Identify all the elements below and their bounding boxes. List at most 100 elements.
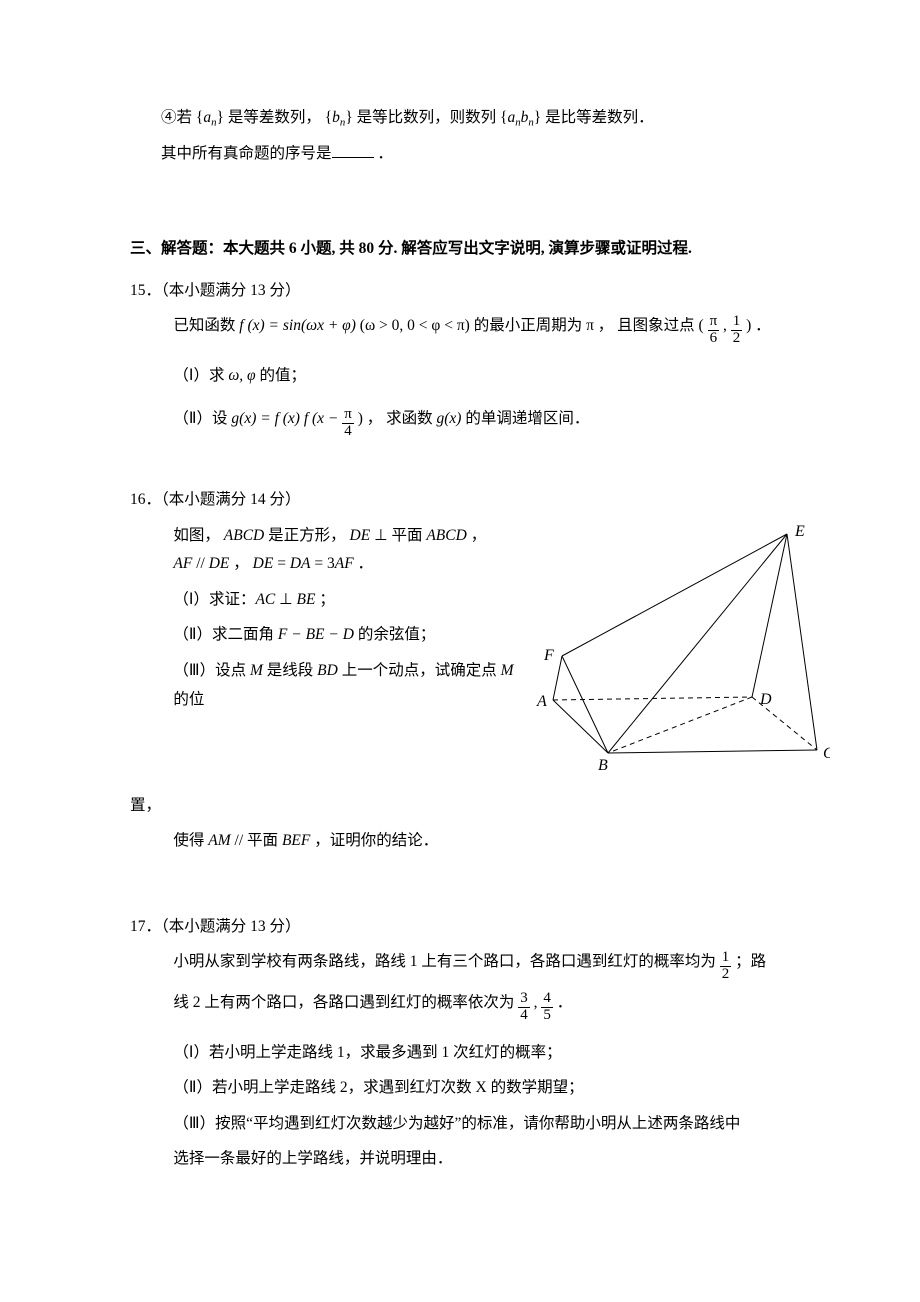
- text: } 是比等差数列．: [534, 109, 654, 126]
- fraction-1-over-2: 12: [731, 314, 743, 347]
- text: 是正方形，: [264, 527, 349, 544]
- fraction-pi-over-6: π6: [708, 314, 720, 347]
- var-a: a: [203, 109, 211, 126]
- parallel: //: [192, 555, 208, 572]
- q16-part1: （Ⅰ）求证：AC ⊥ BE ；: [130, 582, 522, 617]
- q16-zhi: 置，: [130, 788, 830, 823]
- q15-header: 15．（本小题满分 13 分）: [130, 273, 830, 308]
- math-M: M: [250, 662, 263, 679]
- edge-F-B: [562, 656, 608, 753]
- text: （Ⅱ）设: [173, 410, 231, 427]
- q17-line2: 线 2 上有两个路口，各路口遇到红灯的概率依次为 34 , 45 ．: [130, 985, 830, 1026]
- q17-header: 17．（本小题满分 13 分）: [130, 909, 830, 944]
- comma: ,: [534, 994, 542, 1011]
- q16-part2: （Ⅱ）求二面角 F − BE − D 的余弦值；: [130, 617, 522, 652]
- fraction-4-over-5: 45: [541, 991, 553, 1024]
- q17-part3a: （Ⅲ）按照“平均遇到红灯次数越少为越好”的标准，请你帮助小明从上述两条路线中: [130, 1106, 830, 1141]
- math-dihedral: F − BE − D: [278, 626, 354, 643]
- q16-line2: AF // DE ， DE = DA = 3AF ．: [130, 549, 522, 581]
- text: 的单调递增区间．: [461, 410, 589, 427]
- edge-A-B: [553, 700, 608, 753]
- text: （Ⅱ）求二面角: [173, 626, 278, 643]
- fraction-1-over-2: 12: [720, 950, 732, 983]
- vertex-label-E: E: [794, 523, 805, 540]
- math-AM: AM: [208, 832, 230, 849]
- vertex-label-A: A: [536, 693, 547, 710]
- edge-B-C: [608, 750, 817, 753]
- denominator: 2: [731, 330, 743, 347]
- q17-part2: （Ⅱ）若小明上学走路线 2，求遇到红灯次数 X 的数学期望；: [130, 1070, 830, 1105]
- parallel: //: [231, 832, 247, 849]
- text: 其中所有真命题的序号是: [161, 145, 332, 162]
- page: ④若 {an} 是等差数列， {bn} 是等比数列，则数列 {anbn} 是比等…: [0, 0, 920, 1277]
- denominator: 5: [541, 1007, 553, 1024]
- math-gx: g(x) = f (x) f (x −: [231, 410, 342, 427]
- denominator: 4: [518, 1007, 530, 1024]
- math-DE: DE: [253, 555, 274, 572]
- denominator: 6: [708, 330, 720, 347]
- text: } 是等比数列，则数列 {: [345, 109, 507, 126]
- q15-part1: （Ⅰ）求 ω, φ 的值；: [130, 358, 830, 393]
- vertex-label-F: F: [543, 647, 554, 664]
- text: ) ．: [746, 317, 771, 334]
- text: 线 2 上有两个路口，各路口遇到红灯的概率依次为: [173, 994, 518, 1011]
- text: 的位: [173, 691, 204, 708]
- math-DE: DE: [209, 555, 230, 572]
- period: ．: [374, 145, 393, 162]
- numerator: 1: [720, 950, 732, 966]
- text: 的最小正周期为 π ， 且图象过点 (: [474, 317, 704, 334]
- text: } 是等差数列， {: [217, 109, 333, 126]
- section-3-title: 三、解答题：本大题共 6 小题, 共 80 分. 解答应写出文字说明, 演算步骤…: [130, 231, 830, 266]
- text: 平面: [391, 527, 426, 544]
- eq: =: [273, 555, 290, 572]
- text: ) ， 求函数: [358, 410, 437, 427]
- text: ；: [315, 591, 334, 608]
- fraction-pi-over-4: π4: [342, 407, 354, 440]
- denominator: 4: [342, 423, 354, 440]
- text: 小明从家到学校有两条路线，路线 1 上有三个路口，各路口遇到红灯的概率均为: [173, 953, 719, 970]
- numerator: 3: [518, 991, 530, 1007]
- edge-F-E: [562, 534, 787, 656]
- text: 的值；: [256, 367, 306, 384]
- fill-blank[interactable]: [332, 141, 374, 158]
- math-M: M: [501, 662, 514, 679]
- true-propositions: 其中所有真命题的序号是 ．: [130, 136, 830, 171]
- geometry-figure: EFADBC: [530, 518, 830, 788]
- math-BD: BD: [317, 662, 338, 679]
- numerator: π: [708, 314, 720, 330]
- math-DA: DA: [290, 555, 311, 572]
- dashed-edge-D-B: [608, 697, 752, 753]
- numerator: 1: [731, 314, 743, 330]
- comma: ,: [723, 317, 731, 334]
- math-AC: AC: [255, 591, 275, 608]
- q15-line1: 已知函数 f (x) = sin(ωx + φ) (ω > 0, 0 < φ <…: [130, 308, 830, 349]
- text: 上一个动点，试确定点: [338, 662, 501, 679]
- math-AF: AF: [335, 555, 354, 572]
- vertex-label-D: D: [759, 691, 772, 708]
- text: 已知函数: [173, 317, 239, 334]
- text: 平面: [247, 832, 282, 849]
- math-omega-phi: ω, φ: [228, 367, 255, 384]
- math-fx: f (x) = sin(ωx + φ): [239, 317, 356, 334]
- text: ，: [229, 555, 252, 572]
- math-cond: (ω > 0, 0 < φ < π): [360, 317, 474, 334]
- q16-part3: （Ⅲ）设点 M 是线段 BD 上一个动点，试确定点 M 的位: [130, 653, 522, 718]
- q16-figure-container: EFADBC: [522, 518, 830, 788]
- text: ；路: [735, 953, 766, 970]
- math-BE: BE: [297, 591, 316, 608]
- q16-text: 如图， ABCD 是正方形， DE ⊥ 平面 ABCD ， AF // DE ，…: [130, 518, 522, 718]
- edge-E-C: [787, 534, 817, 750]
- perp: ⊥: [275, 591, 296, 608]
- math-ABCD: ABCD: [426, 527, 466, 544]
- text: 的余弦值；: [354, 626, 435, 643]
- text: ④若 {: [161, 109, 203, 126]
- q17-part1: （Ⅰ）若小明上学走路线 1，求最多遇到 1 次红灯的概率；: [130, 1035, 830, 1070]
- text: （Ⅰ）求证：: [173, 591, 255, 608]
- q16-part4: 使得 AM // 平面 BEF ，证明你的结论．: [130, 823, 830, 858]
- var-b: b: [332, 109, 340, 126]
- q15-part2: （Ⅱ）设 g(x) = f (x) f (x − π4 ) ， 求函数 g(x)…: [130, 401, 830, 442]
- edge-F-A: [553, 656, 562, 700]
- vertex-label-B: B: [598, 757, 608, 774]
- math-BEF: BEF: [282, 832, 310, 849]
- perp: ⊥: [370, 527, 391, 544]
